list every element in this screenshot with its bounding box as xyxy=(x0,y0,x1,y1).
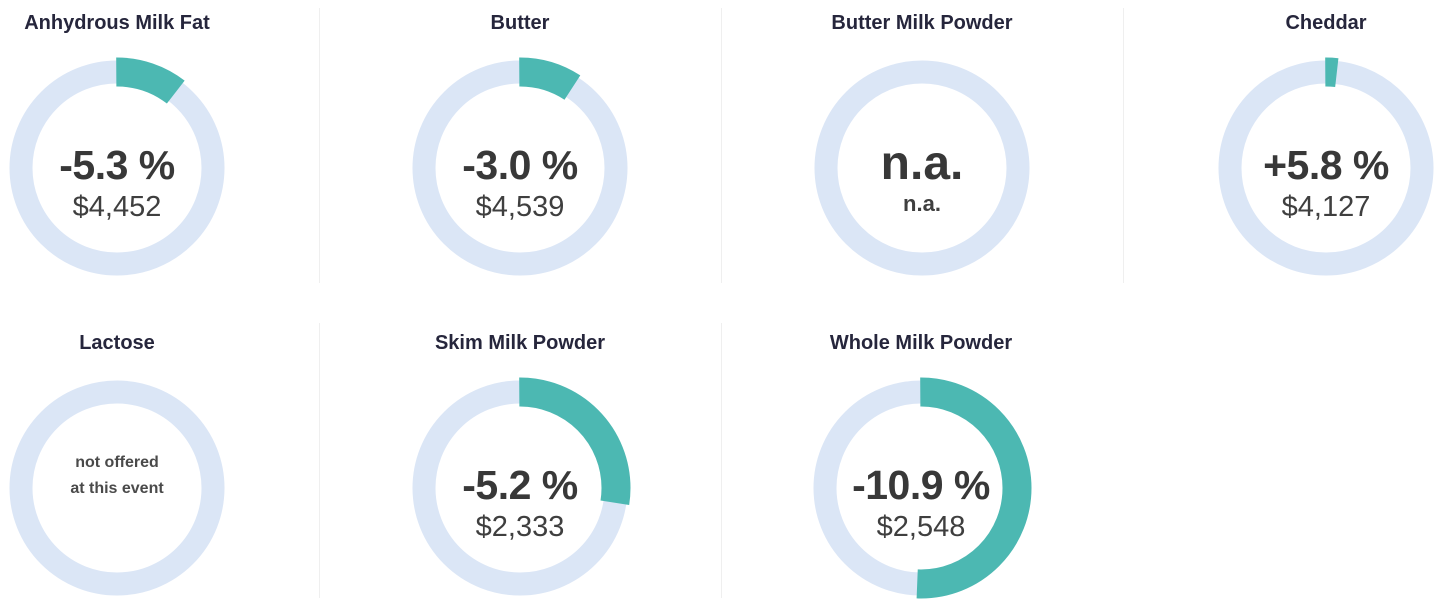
change-percent: -5.3 % xyxy=(59,142,175,188)
donut-chart: +5.8 % $4,127 xyxy=(1211,53,1441,283)
change-percent: +5.8 % xyxy=(1263,142,1389,188)
product-tile-butter-milk-powder: Butter Milk Powder n.a. n.a. xyxy=(807,10,1037,283)
donut-chart: -5.2 % $2,333 xyxy=(405,373,635,603)
product-tile-lactose: Lactose not offered at this event xyxy=(2,330,232,603)
average-price: $4,127 xyxy=(1281,191,1371,223)
product-tile-whole-milk-powder: Whole Milk Powder -10.9 % $2,548 xyxy=(806,330,1036,603)
product-title: Butter Milk Powder xyxy=(831,12,1013,34)
donut-chart: n.a. n.a. xyxy=(807,53,1037,283)
donut-chart: not offered at this event xyxy=(2,373,232,603)
change-percent: -3.0 % xyxy=(462,142,578,188)
column-divider xyxy=(319,323,320,598)
product-tile-cheddar: Cheddar +5.8 % $4,127 xyxy=(1211,10,1441,283)
product-tile-butter: Butter -3.0 % $4,539 xyxy=(405,10,635,283)
average-price: $2,333 xyxy=(475,511,565,543)
donut-ring xyxy=(814,60,1030,276)
donut-arc xyxy=(409,377,631,599)
product-tile-skim-milk-powder: Skim Milk Powder -5.2 % $2,333 xyxy=(405,330,635,603)
average-price: $4,452 xyxy=(72,191,162,223)
average-price: $4,539 xyxy=(475,191,565,223)
average-price: n.a. xyxy=(903,191,941,216)
product-title: Lactose xyxy=(79,332,155,354)
donut-arc xyxy=(810,377,1032,599)
donut-chart: -10.9 % $2,548 xyxy=(806,373,1036,603)
change-percent: n.a. xyxy=(880,137,964,190)
column-divider xyxy=(1123,8,1124,283)
change-percent: -10.9 % xyxy=(852,462,990,508)
donut-ring xyxy=(9,380,225,596)
column-divider xyxy=(721,8,722,283)
product-title: Anhydrous Milk Fat xyxy=(24,12,210,34)
product-tile-anhydrous-milk-fat: Anhydrous Milk Fat -5.3 % $4,452 xyxy=(2,10,232,283)
product-title: Skim Milk Powder xyxy=(434,332,606,354)
column-divider xyxy=(319,8,320,283)
product-title: Cheddar xyxy=(1285,12,1367,34)
donut-chart: -3.0 % $4,539 xyxy=(405,53,635,283)
not-offered-note: not offered xyxy=(75,454,159,471)
column-divider xyxy=(721,323,722,598)
donut-arc xyxy=(6,57,228,279)
average-price: $2,548 xyxy=(876,511,966,543)
product-title: Whole Milk Powder xyxy=(829,332,1013,354)
not-offered-note: at this event xyxy=(70,480,164,497)
product-title: Butter xyxy=(490,12,550,34)
donut-arc xyxy=(409,57,631,279)
change-percent: -5.2 % xyxy=(462,462,578,508)
donut-chart: -5.3 % $4,452 xyxy=(2,53,232,283)
donut-arc xyxy=(1215,57,1437,279)
